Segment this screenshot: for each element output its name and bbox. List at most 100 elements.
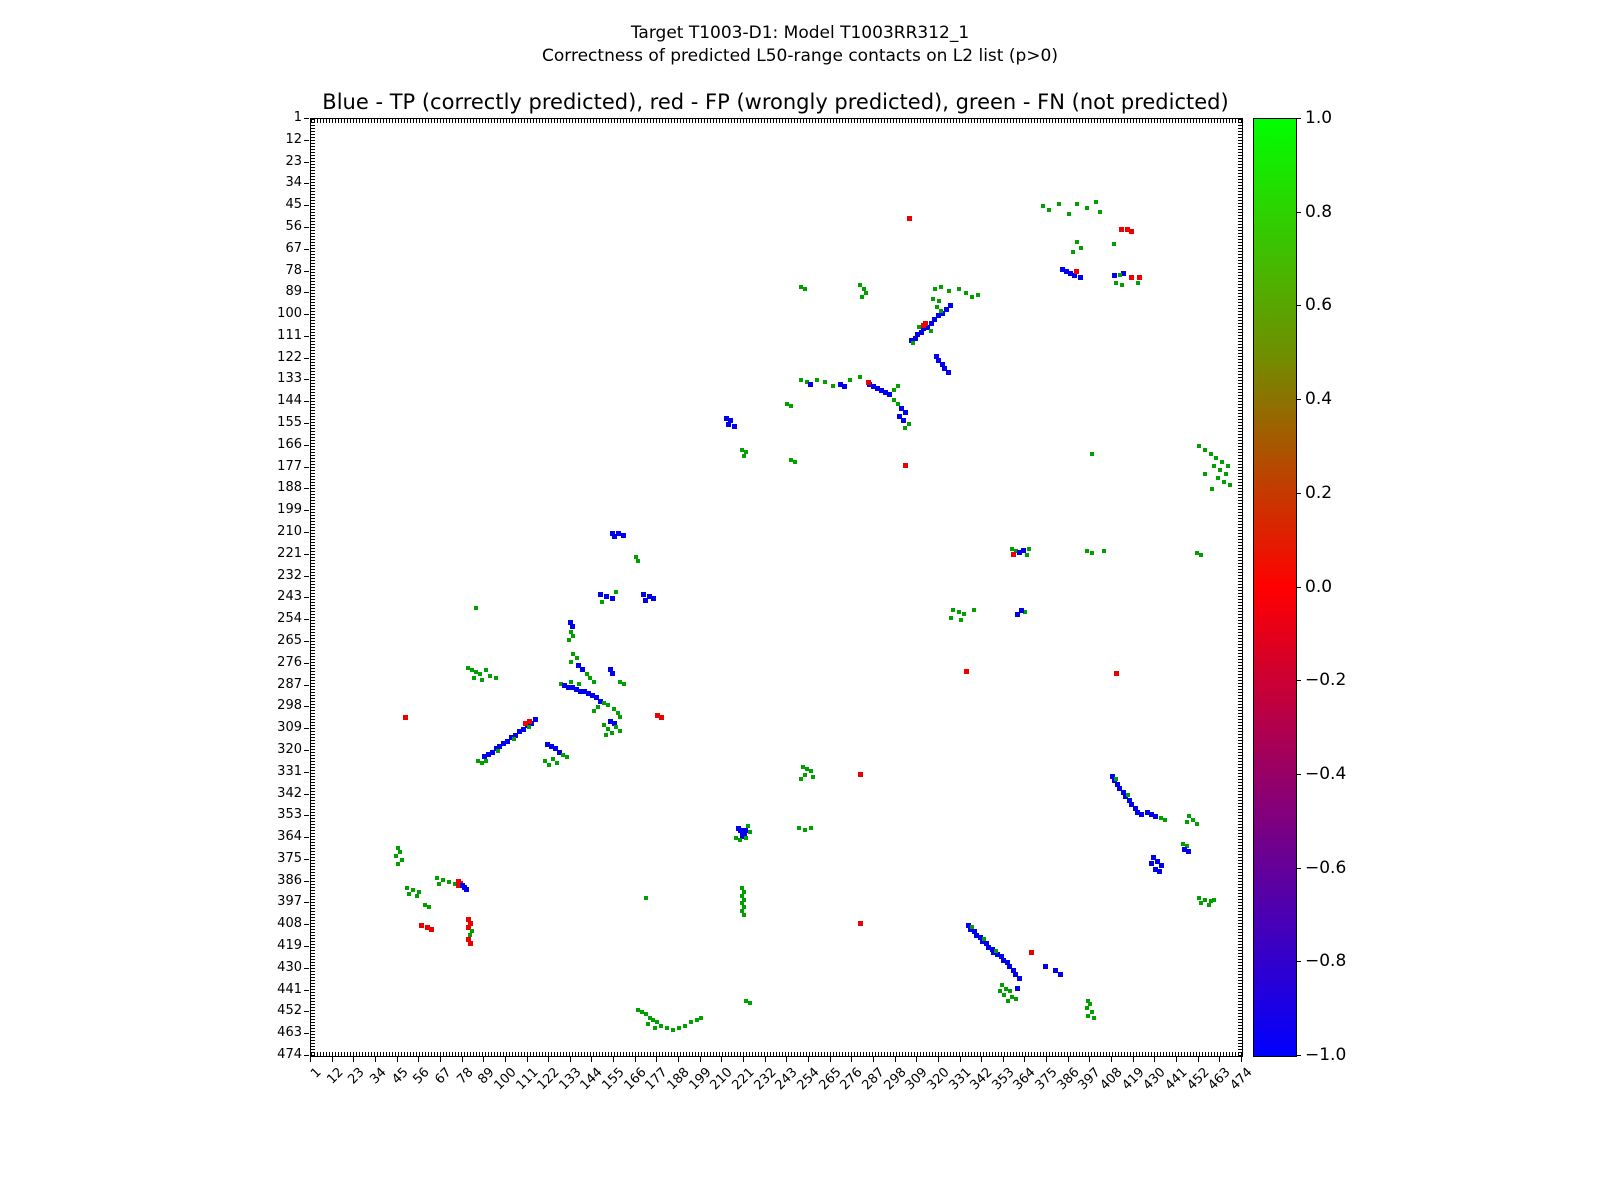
contact-point <box>547 762 552 767</box>
contact-point <box>602 723 607 728</box>
contact-point <box>415 893 420 898</box>
y-tick-label: 287 <box>277 676 302 692</box>
contact-point <box>1070 249 1075 254</box>
x-tick-mark <box>439 1057 441 1062</box>
contact-point <box>596 705 601 710</box>
contact-point <box>738 838 743 843</box>
contact-point <box>793 459 798 464</box>
contact-point <box>1058 972 1064 978</box>
y-tick-label: 45 <box>285 197 302 213</box>
y-tick-label: 78 <box>285 262 302 278</box>
x-tick-mark <box>981 1057 983 1062</box>
contact-point <box>570 634 575 639</box>
y-tick-label: 375 <box>277 850 302 866</box>
contact-point <box>597 698 603 704</box>
contact-point <box>912 336 918 342</box>
contact-point <box>614 590 619 595</box>
contact-point <box>645 1022 650 1027</box>
contact-point <box>488 673 493 678</box>
contact-point <box>484 667 489 672</box>
contact-point <box>517 728 523 734</box>
contact-point <box>1208 451 1213 456</box>
x-tick-mark <box>721 1057 723 1062</box>
contact-point <box>1216 475 1221 480</box>
contact-point <box>999 982 1004 987</box>
y-tick-label: 353 <box>277 807 302 823</box>
contact-point <box>902 463 908 469</box>
contact-point <box>1196 443 1201 448</box>
y-tick-mark <box>304 314 309 316</box>
contact-point <box>1112 241 1117 246</box>
contact-point <box>808 826 813 831</box>
y-tick-mark <box>304 640 309 642</box>
contact-point <box>1202 897 1207 902</box>
y-tick-mark <box>304 510 309 512</box>
contact-point <box>452 881 457 886</box>
contact-point <box>1027 546 1032 551</box>
contact-point <box>902 409 908 415</box>
contact-point <box>480 760 485 765</box>
y-tick-label: 188 <box>277 480 302 496</box>
contact-point <box>574 687 580 693</box>
y-tick-label: 210 <box>277 524 302 540</box>
contact-point <box>942 366 948 372</box>
contact-point <box>1156 869 1162 875</box>
y-tick-mark <box>304 488 309 490</box>
contact-point <box>1113 671 1119 677</box>
y-tick-mark <box>304 226 309 228</box>
contact-point <box>785 402 790 407</box>
x-tick-mark <box>396 1057 398 1062</box>
y-tick-mark <box>304 444 309 446</box>
contact-point <box>963 669 969 675</box>
colorbar-tick-label: 0.2 <box>1305 482 1333 503</box>
contact-point <box>1013 548 1018 553</box>
contact-point <box>633 554 638 559</box>
contact-point <box>1129 801 1135 807</box>
contact-point <box>558 681 563 686</box>
contact-point <box>879 387 885 393</box>
contact-point <box>958 618 963 623</box>
y-tick-mark <box>304 1033 309 1035</box>
y-tick-mark <box>304 684 309 686</box>
x-tick-mark <box>916 1057 918 1062</box>
x-tick-label: 67 <box>432 1065 455 1088</box>
contact-point <box>871 383 877 389</box>
contact-point <box>929 328 933 333</box>
contact-point <box>1064 269 1070 275</box>
contact-point <box>747 830 752 835</box>
contact-point <box>1180 842 1185 847</box>
contact-point <box>621 681 626 686</box>
y-tick-mark <box>304 401 309 403</box>
contact-point <box>946 289 951 294</box>
contact-point <box>805 766 809 771</box>
x-tick-mark <box>656 1057 658 1062</box>
contact-point <box>977 934 983 940</box>
contact-point <box>971 928 977 934</box>
contact-point <box>1212 463 1217 468</box>
contact-point <box>1001 992 1006 997</box>
y-tick-label: 320 <box>277 741 302 757</box>
contact-point <box>463 887 469 893</box>
figure-title: Target T1003-D1: Model T1003RR312_1 Corr… <box>0 22 1600 68</box>
x-tick-mark <box>310 1057 311 1062</box>
contact-point <box>532 716 538 722</box>
contact-point <box>1011 968 1017 974</box>
contact-point <box>797 826 802 831</box>
contact-point <box>1013 996 1018 1001</box>
colorbar-tick-label: −0.6 <box>1305 857 1347 878</box>
y-tick-mark <box>304 728 309 730</box>
contact-point <box>747 1000 752 1005</box>
contact-point <box>467 920 473 926</box>
contact-point <box>618 729 623 734</box>
x-tick-mark <box>483 1057 485 1062</box>
contact-point <box>1228 483 1233 488</box>
contact-point <box>527 725 532 730</box>
contact-point <box>1005 960 1011 966</box>
contact-point <box>1021 548 1027 554</box>
y-tick-label: 199 <box>277 502 302 518</box>
y-tick-label: 441 <box>277 981 302 997</box>
y-tick-label: 111 <box>277 327 302 343</box>
contact-point <box>983 940 989 946</box>
contact-point <box>810 774 815 779</box>
contact-point <box>580 667 586 673</box>
